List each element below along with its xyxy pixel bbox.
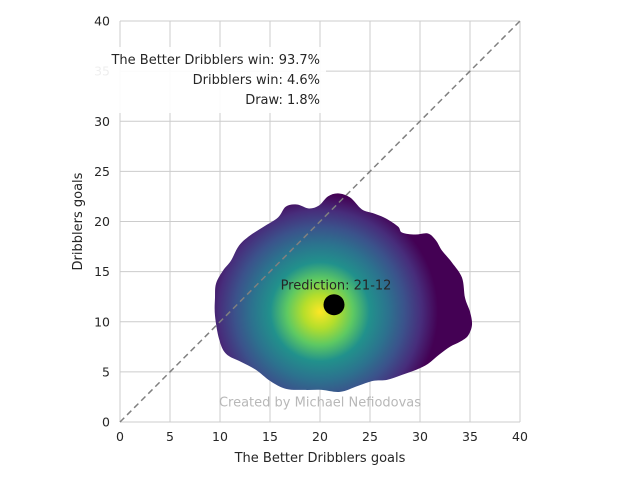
x-tick-label: 10 bbox=[212, 429, 228, 444]
x-tick-label: 0 bbox=[116, 429, 124, 444]
probability-line: Draw: 1.8% bbox=[245, 93, 320, 108]
probability-line: Dribblers win: 4.6% bbox=[193, 73, 320, 88]
y-tick-label: 10 bbox=[94, 314, 110, 329]
y-tick-label: 25 bbox=[94, 164, 110, 179]
x-tick-label: 5 bbox=[166, 429, 174, 444]
x-tick-label: 35 bbox=[462, 429, 478, 444]
y-axis-label: Dribblers goals bbox=[71, 172, 86, 270]
watermark: Created by Michael Nefiodovas bbox=[219, 395, 421, 410]
axes: 05101520253035400510152025303540 bbox=[94, 14, 528, 445]
diagonal-line bbox=[119, 20, 521, 423]
diagonal-line-layer bbox=[119, 20, 521, 423]
prediction-layer bbox=[323, 294, 345, 316]
prediction-label: Prediction: 21-12 bbox=[281, 279, 392, 294]
y-tick-label: 0 bbox=[102, 415, 110, 430]
x-axis-label: The Better Dribblers goals bbox=[234, 451, 406, 466]
probability-box bbox=[93, 47, 326, 113]
prediction-marker bbox=[323, 294, 345, 316]
x-tick-label: 30 bbox=[412, 429, 428, 444]
x-tick-label: 25 bbox=[362, 429, 378, 444]
y-tick-label: 15 bbox=[94, 264, 110, 279]
density-layer bbox=[214, 193, 473, 393]
y-tick-label: 30 bbox=[94, 114, 110, 129]
y-tick-label: 40 bbox=[94, 14, 110, 29]
y-tick-label: 5 bbox=[102, 364, 110, 379]
x-tick-label: 20 bbox=[312, 429, 328, 444]
x-tick-label: 15 bbox=[262, 429, 278, 444]
probability-line: The Better Dribblers win: 93.7% bbox=[110, 53, 320, 68]
density-blob bbox=[214, 193, 473, 393]
labels: Prediction: 21-12 The Better Dribblers wi… bbox=[71, 47, 421, 466]
x-tick-label: 40 bbox=[512, 429, 528, 444]
y-tick-label: 20 bbox=[94, 214, 110, 229]
